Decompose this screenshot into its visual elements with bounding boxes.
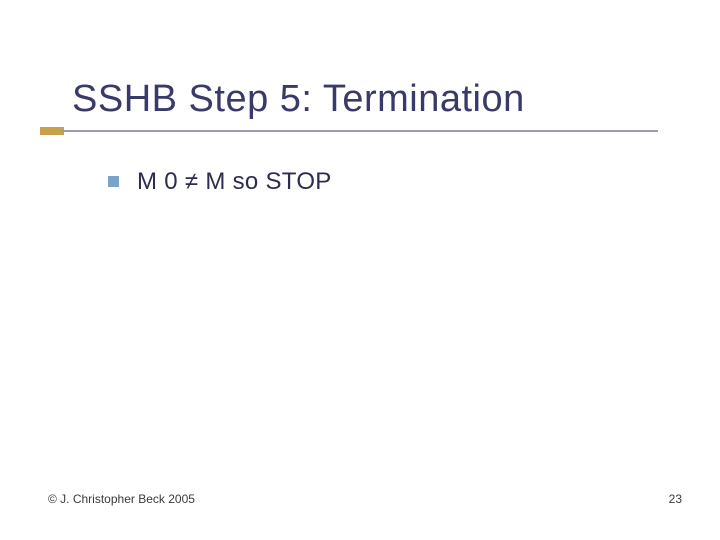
bullet-row: M 0 ≠ M so STOP — [108, 168, 332, 196]
page-number: 23 — [669, 492, 682, 506]
bullet-square-icon — [108, 176, 119, 187]
footer-copyright: © J. Christopher Beck 2005 — [48, 492, 195, 506]
title-accent-bar — [40, 127, 64, 135]
bullet-text: M 0 ≠ M so STOP — [137, 168, 332, 196]
title-underline — [62, 130, 658, 132]
body-area: M 0 ≠ M so STOP — [108, 168, 332, 196]
slide-title: SSHB Step 5: Termination — [72, 78, 525, 127]
title-region: SSHB Step 5: Termination — [72, 78, 525, 127]
slide: SSHB Step 5: Termination M 0 ≠ M so STOP… — [0, 0, 720, 540]
